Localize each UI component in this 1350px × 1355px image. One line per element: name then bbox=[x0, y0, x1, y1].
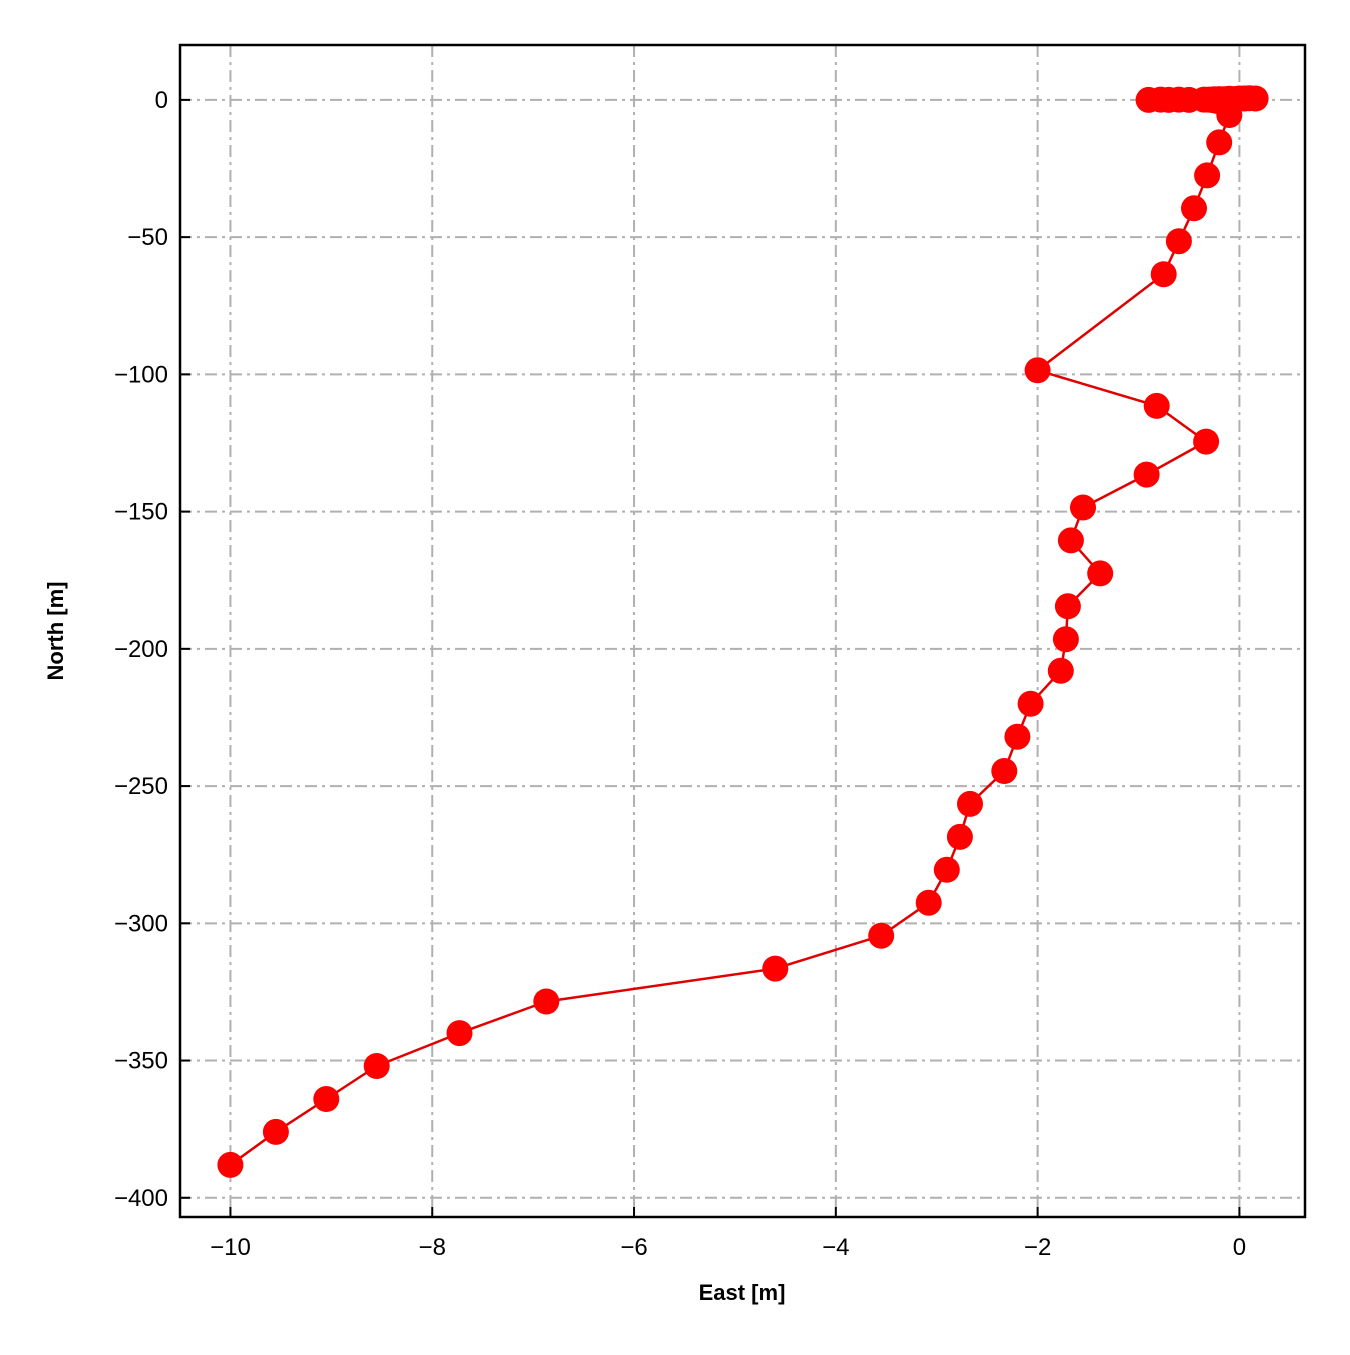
data-point bbox=[1087, 560, 1114, 587]
axis-ticks: −10 −8 −6 −4 −2 00−50−100−150−200−250−300−350… bbox=[114, 87, 1246, 1261]
y-tick-label: −400 bbox=[114, 1185, 168, 1212]
data-point bbox=[1165, 228, 1192, 255]
data-point bbox=[762, 955, 789, 982]
y-tick-label: −300 bbox=[114, 910, 168, 937]
y-axis-label: North [m] bbox=[43, 582, 68, 681]
y-tick-label: −100 bbox=[114, 361, 168, 388]
data-point bbox=[1194, 162, 1221, 189]
data-point bbox=[1133, 461, 1160, 488]
data-point bbox=[1135, 86, 1162, 113]
plot-frame bbox=[178, 43, 1307, 1219]
data-point bbox=[313, 1086, 340, 1112]
y-tick-label: −50 bbox=[127, 224, 168, 251]
data-point bbox=[446, 1020, 473, 1047]
data-point bbox=[946, 823, 973, 850]
data-point bbox=[868, 922, 895, 949]
x-axis-label: East [m] bbox=[699, 1280, 786, 1305]
y-tick-label: −350 bbox=[114, 1048, 168, 1075]
grid bbox=[180, 45, 1305, 1217]
series-line bbox=[229, 96, 1256, 1166]
plot-series bbox=[217, 85, 1269, 1178]
data-point bbox=[1057, 527, 1084, 554]
x-tick-label: −10 bbox=[210, 1234, 251, 1261]
x-tick-label: −4 bbox=[822, 1234, 849, 1261]
data-point bbox=[1150, 261, 1177, 288]
data-point bbox=[533, 988, 560, 1015]
x-tick-label: −8 bbox=[419, 1234, 446, 1261]
data-point bbox=[1052, 626, 1079, 653]
x-tick-label: 0 bbox=[1233, 1234, 1246, 1261]
data-point bbox=[1047, 657, 1074, 684]
data-point bbox=[915, 889, 942, 916]
data-point bbox=[933, 856, 960, 883]
data-point bbox=[957, 790, 983, 817]
data-point bbox=[1216, 102, 1243, 128]
data-point bbox=[1004, 723, 1031, 750]
y-tick-label: 0 bbox=[155, 87, 168, 114]
data-point bbox=[1070, 494, 1096, 521]
y-tick-label: −200 bbox=[114, 636, 168, 663]
data-point bbox=[1193, 428, 1220, 455]
data-point bbox=[1024, 357, 1051, 384]
x-tick-label: −2 bbox=[1024, 1234, 1051, 1261]
data-point bbox=[363, 1053, 390, 1079]
data-point bbox=[1054, 593, 1081, 620]
data-point bbox=[217, 1151, 244, 1178]
data-point bbox=[1181, 195, 1207, 222]
data-point bbox=[1017, 690, 1044, 717]
data-point bbox=[1206, 129, 1233, 156]
y-tick-label: −150 bbox=[114, 499, 168, 526]
data-point bbox=[1143, 392, 1170, 419]
y-tick-label: −250 bbox=[114, 773, 168, 800]
x-tick-label: −6 bbox=[620, 1234, 647, 1261]
data-point bbox=[262, 1118, 289, 1145]
data-point bbox=[991, 758, 1018, 784]
